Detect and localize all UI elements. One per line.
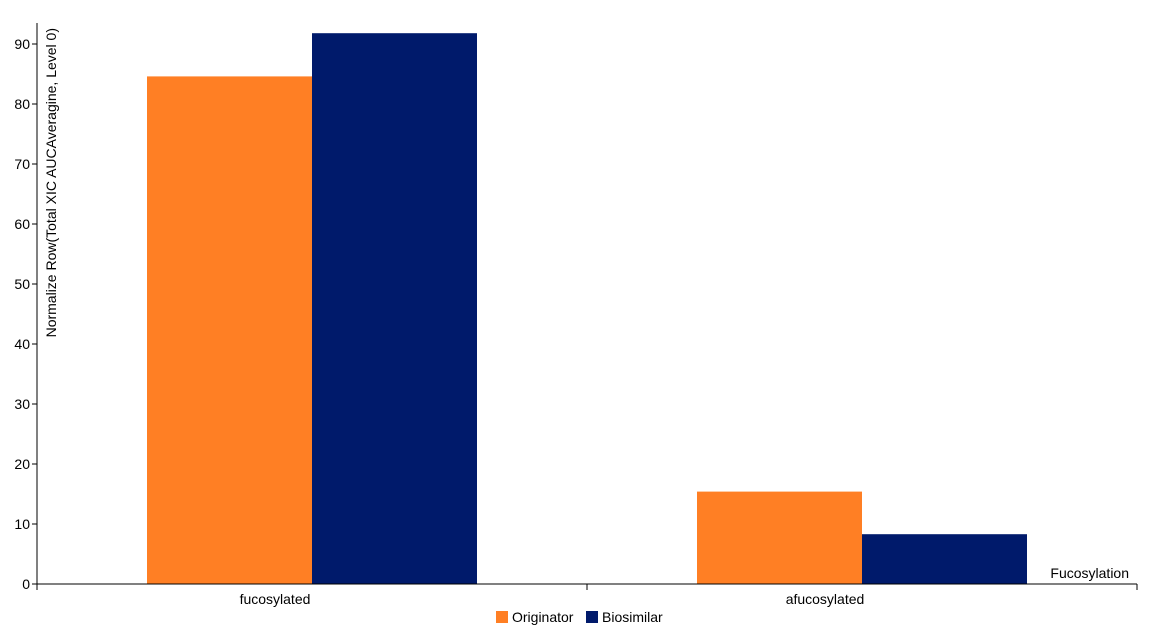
- bar-originator-afucosylated: [697, 491, 862, 584]
- x-tick-label: afucosylated: [786, 591, 865, 607]
- legend-swatch-originator: [496, 611, 508, 623]
- legend-label-biosimilar: Biosimilar: [602, 609, 663, 625]
- y-ticks-layer: 0 10 20 30 40 50 60 70 80 90: [14, 36, 37, 592]
- x-axis-title: Fucosylation: [1050, 565, 1129, 581]
- y-tick-label: 10: [14, 516, 30, 532]
- y-tick-label: 0: [22, 576, 30, 592]
- x-tick-label: fucosylated: [240, 591, 311, 607]
- y-tick-label: 70: [14, 156, 30, 172]
- y-tick-label: 20: [14, 456, 30, 472]
- bar-biosimilar-fucosylated: [312, 33, 477, 584]
- legend: Originator Biosimilar: [496, 609, 663, 625]
- bar-biosimilar-afucosylated: [862, 534, 1027, 584]
- y-axis-title: Normalize Row(Total XIC AUCAveragine, Le…: [43, 28, 59, 337]
- legend-swatch-biosimilar: [586, 611, 598, 623]
- y-tick-label: 90: [14, 36, 30, 52]
- y-tick-label: 50: [14, 276, 30, 292]
- y-tick-label: 80: [14, 96, 30, 112]
- legend-label-originator: Originator: [512, 609, 574, 625]
- bar-originator-fucosylated: [147, 76, 312, 585]
- x-ticks-layer: fucosylated afucosylated: [36, 584, 1138, 607]
- y-tick-label: 60: [14, 216, 30, 232]
- y-tick-label: 40: [14, 336, 30, 352]
- y-tick-label: 30: [14, 396, 30, 412]
- bars-layer: [147, 33, 1027, 585]
